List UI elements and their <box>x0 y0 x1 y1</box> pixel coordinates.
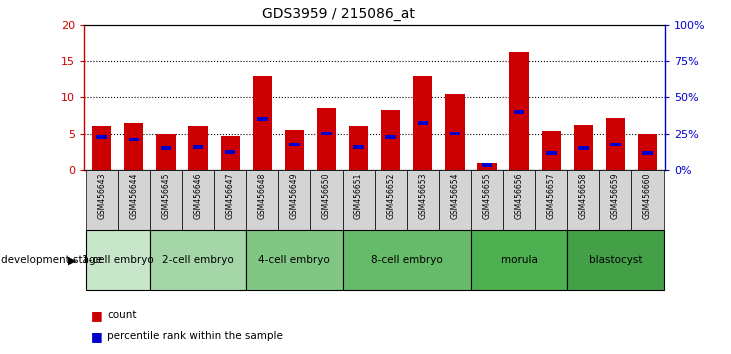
Bar <box>503 170 535 230</box>
Text: GSM456659: GSM456659 <box>611 173 620 219</box>
Text: GSM456656: GSM456656 <box>515 173 523 219</box>
Bar <box>311 170 343 230</box>
Text: blastocyst: blastocyst <box>588 255 643 265</box>
Bar <box>643 152 653 155</box>
Bar <box>246 230 343 290</box>
Text: percentile rank within the sample: percentile rank within the sample <box>107 331 284 341</box>
Text: 8-cell embryo: 8-cell embryo <box>371 255 442 265</box>
Text: GSM456655: GSM456655 <box>482 173 491 219</box>
Text: GDS3959 / 215086_at: GDS3959 / 215086_at <box>262 7 414 21</box>
Text: GSM456645: GSM456645 <box>162 173 170 219</box>
Text: ▶: ▶ <box>68 255 77 265</box>
Bar <box>221 136 240 170</box>
Bar <box>535 170 567 230</box>
Bar <box>514 110 524 114</box>
Bar <box>439 170 471 230</box>
Text: GSM456654: GSM456654 <box>450 173 459 219</box>
Text: count: count <box>107 310 137 320</box>
Bar <box>257 117 268 121</box>
Bar <box>542 131 561 170</box>
Bar <box>92 126 111 170</box>
Text: ■: ■ <box>91 309 103 321</box>
Bar <box>567 170 599 230</box>
Text: GSM456657: GSM456657 <box>547 173 556 219</box>
Text: GSM456648: GSM456648 <box>258 173 267 219</box>
Bar <box>567 230 664 290</box>
Bar <box>471 170 503 230</box>
Bar <box>406 170 439 230</box>
Bar <box>279 170 311 230</box>
Text: GSM456651: GSM456651 <box>354 173 363 219</box>
Bar <box>632 170 664 230</box>
Bar <box>477 162 496 170</box>
Text: GSM456644: GSM456644 <box>129 173 138 219</box>
Text: ■: ■ <box>91 330 103 343</box>
Text: GSM456646: GSM456646 <box>194 173 202 219</box>
Bar <box>182 170 214 230</box>
Bar <box>546 152 556 155</box>
Bar <box>86 170 118 230</box>
Text: GSM456660: GSM456660 <box>643 173 652 219</box>
Bar <box>482 163 492 167</box>
Bar <box>349 126 368 170</box>
Text: 1-cell embryo: 1-cell embryo <box>82 255 154 265</box>
Bar <box>638 133 657 170</box>
Bar <box>450 132 461 136</box>
Text: 2-cell embryo: 2-cell embryo <box>162 255 234 265</box>
Bar <box>129 138 139 141</box>
Text: development stage: development stage <box>1 255 102 265</box>
Bar <box>610 143 621 146</box>
Bar <box>574 125 593 170</box>
Bar <box>124 123 143 170</box>
Bar <box>118 170 150 230</box>
Text: GSM456650: GSM456650 <box>322 173 331 219</box>
Bar <box>225 150 235 154</box>
Bar <box>161 146 171 150</box>
Bar <box>189 126 208 170</box>
Bar <box>214 170 246 230</box>
Bar <box>86 230 150 290</box>
Bar <box>285 130 304 170</box>
Text: GSM456652: GSM456652 <box>386 173 395 219</box>
Bar <box>606 118 625 170</box>
Bar <box>253 75 272 170</box>
Bar <box>381 110 401 170</box>
Bar <box>343 230 471 290</box>
Bar <box>317 108 336 170</box>
Text: GSM456643: GSM456643 <box>97 173 106 219</box>
Text: GSM456647: GSM456647 <box>226 173 235 219</box>
Bar <box>150 170 182 230</box>
Text: 4-cell embryo: 4-cell embryo <box>259 255 330 265</box>
Bar <box>321 132 332 136</box>
Text: GSM456653: GSM456653 <box>418 173 428 219</box>
Bar <box>417 121 428 125</box>
Bar <box>445 94 464 170</box>
Bar <box>353 145 364 149</box>
Bar <box>413 75 433 170</box>
Bar <box>96 136 107 139</box>
Bar <box>510 52 529 170</box>
Bar <box>246 170 279 230</box>
Bar <box>193 145 203 149</box>
Bar <box>385 136 396 139</box>
Bar <box>150 230 246 290</box>
Bar <box>289 143 300 146</box>
Bar <box>599 170 632 230</box>
Bar <box>578 146 588 150</box>
Text: morula: morula <box>501 255 537 265</box>
Text: GSM456658: GSM456658 <box>579 173 588 219</box>
Bar <box>156 133 175 170</box>
Bar <box>343 170 374 230</box>
Text: GSM456649: GSM456649 <box>290 173 299 219</box>
Bar <box>374 170 406 230</box>
Bar <box>471 230 567 290</box>
